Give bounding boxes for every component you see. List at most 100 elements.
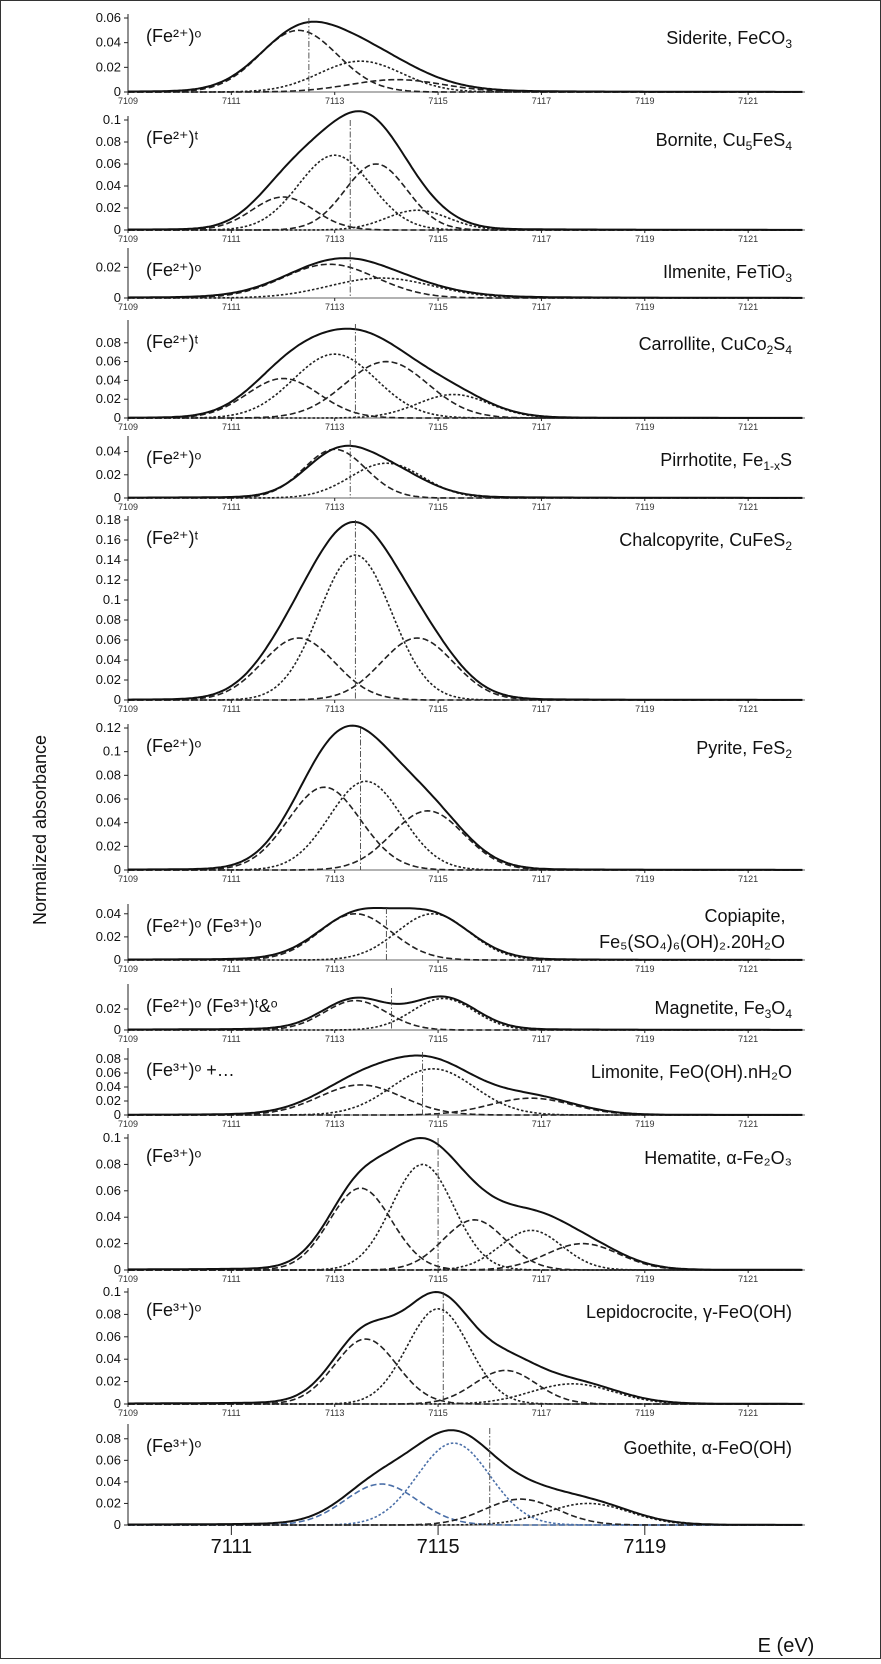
x-tick-label: 7119: [635, 302, 654, 312]
total-spectrum: [128, 1054, 803, 1116]
y-tick-label: 0.02: [96, 838, 121, 853]
mineral-label: Lepidocrocite, γ-FeO(OH): [586, 1302, 792, 1322]
x-tick-label: 7117: [532, 874, 551, 884]
y-tick-label: 0: [114, 1396, 121, 1411]
x-tick-label: 7115: [428, 964, 447, 974]
component-peak-2: [128, 353, 803, 419]
x-tick-label: 7111: [222, 96, 241, 106]
y-tick-label: 0.04: [96, 1474, 121, 1489]
x-tick-label: 7111: [222, 1408, 241, 1418]
y-tick-label: 0.06: [96, 156, 121, 171]
component-peak-3: [128, 1097, 803, 1116]
component-peak-1: [128, 1483, 803, 1526]
y-tick-label: 0: [114, 1262, 121, 1277]
oxidation-site-label: (Fe²⁺)ᵒ (Fe³⁺)ᵗ&ᵒ: [146, 996, 278, 1016]
y-tick-label: 0.02: [96, 59, 121, 74]
x-tick-label: 7119: [635, 1034, 654, 1044]
total-spectrum: [128, 521, 803, 701]
mineral-subscript: 4: [785, 343, 792, 357]
x-tick-label: 7115: [428, 96, 447, 106]
y-tick-label: 0.02: [96, 200, 121, 215]
y-tick-label: 0.02: [96, 1374, 121, 1389]
y-tick-label: 0: [114, 692, 121, 707]
total-spectrum: [127, 257, 803, 299]
mineral-label: Ilmenite, FeTiO3: [663, 262, 792, 285]
x-tick-label: 7115: [428, 1034, 447, 1044]
y-tick-label: 0.04: [96, 372, 121, 387]
x-tick-label: 7121: [738, 1119, 758, 1129]
x-tick-label: 7115: [428, 1119, 447, 1129]
x-tick-label: 7115: [428, 422, 447, 432]
component-peak-2: [128, 1163, 803, 1271]
y-tick-label: 0: [114, 862, 121, 877]
x-tick-label: 7109: [118, 964, 138, 974]
y-tick-label: 0.08: [96, 767, 121, 782]
oxidation-site-label: (Fe³⁺)ᵒ: [146, 1146, 201, 1166]
mineral-subscript: 4: [785, 1007, 792, 1021]
x-tick-label: 7121: [738, 234, 758, 244]
y-tick-label: 0.06: [96, 1329, 121, 1344]
total-spectrum: [127, 327, 803, 419]
mineral-text: FeS: [752, 130, 785, 150]
x-tick-label: 7115: [428, 874, 447, 884]
oxidation-site-label: (Fe²⁺)ᵗ: [146, 128, 198, 148]
component-peak-4: [128, 1229, 803, 1271]
mineral-text: Carrollite, CuCo: [639, 334, 767, 354]
panel-copiapite: 0 0.02 0.04 7109 7111 7113 7115 7117 7119 7121 (Fe…: [96, 904, 805, 974]
x-tick-label: 7113: [325, 422, 344, 432]
y-tick-label: 0.08: [96, 1431, 121, 1446]
y-tick-label: 0.1: [103, 592, 121, 607]
x-tick-label: 7111: [222, 1119, 241, 1129]
y-tick-label: 0.1: [103, 112, 121, 127]
y-tick-label: 0: [114, 1517, 121, 1532]
mineral-subscript: 1-x: [763, 459, 780, 473]
x-tick-label: 7109: [118, 1274, 138, 1284]
y-tick-label: 0: [114, 1022, 121, 1037]
total-spectrum: [128, 110, 803, 231]
x-tick-label: 7109: [118, 422, 138, 432]
y-tick-label: 0.04: [96, 1079, 121, 1094]
x-tick-label: 7117: [532, 422, 551, 432]
mineral-subscript: 5: [746, 139, 753, 153]
x-tick-label: 7111: [222, 704, 241, 714]
x-tick-label: 7117: [532, 96, 551, 106]
total-spectrum: [128, 1136, 803, 1271]
y-tick-label: 0.16: [96, 532, 121, 547]
x-tick-label: 7111: [222, 422, 241, 432]
oxidation-site-label: (Fe²⁺)ᵗ: [146, 528, 198, 548]
y-tick-label: 0.02: [96, 1495, 121, 1510]
component-peak-3: [128, 1498, 803, 1526]
panel-pyrrhotite: 0 0.02 0.04 7109 7111 7113 7115 7117 7119 7121 (Fe…: [96, 436, 805, 512]
x-tick-label: 7121: [738, 964, 758, 974]
x-tick-label: 7119: [635, 1408, 654, 1418]
mineral-label: Pirrhotite, Fe1-xS: [660, 450, 792, 473]
x-tick-label: 7113: [325, 1034, 344, 1044]
mineral-subscript: 3: [785, 271, 792, 285]
y-tick-label: 0.02: [96, 1001, 121, 1016]
x-tick-label: 7117: [532, 234, 551, 244]
y-tick-label: 0.04: [96, 1351, 121, 1366]
panel-bornite: 0 0.02 0.04 0.06 0.08 0.1 7109 7111 7113 7115 7117…: [96, 110, 805, 244]
panel-pyrite: 0 0.02 0.04 0.06 0.08 0.1 0.12 7109 7111 7113 7115…: [96, 720, 805, 884]
oxidation-site-label: (Fe²⁺)ᵒ: [146, 736, 201, 756]
component-peak-2: [128, 554, 803, 701]
y-tick-label: 0.04: [96, 652, 121, 667]
y-tick-label: 0.12: [96, 572, 121, 587]
y-tick-label: 0.18: [96, 512, 121, 527]
x-tick-label: 7117: [532, 302, 551, 312]
x-tick-label: 7121: [738, 96, 758, 106]
y-tick-label: 0.08: [96, 1051, 121, 1066]
x-tick-label: 7111: [222, 302, 241, 312]
x-tick-label: 7117: [532, 502, 551, 512]
x-tick-label: 7121: [738, 1408, 758, 1418]
mineral-label: Pyrite, FeS2: [696, 738, 792, 761]
y-tick-label: 0.04: [96, 444, 121, 459]
y-tick-label: 0.14: [96, 552, 121, 567]
y-tick-label: 0: [114, 222, 121, 237]
x-tick-label: 7109: [118, 96, 138, 106]
component-peak-2: [128, 1307, 803, 1405]
mineral-label: Goethite, α-FeO(OH): [624, 1438, 792, 1458]
mineral-subscript: 2: [785, 747, 792, 761]
